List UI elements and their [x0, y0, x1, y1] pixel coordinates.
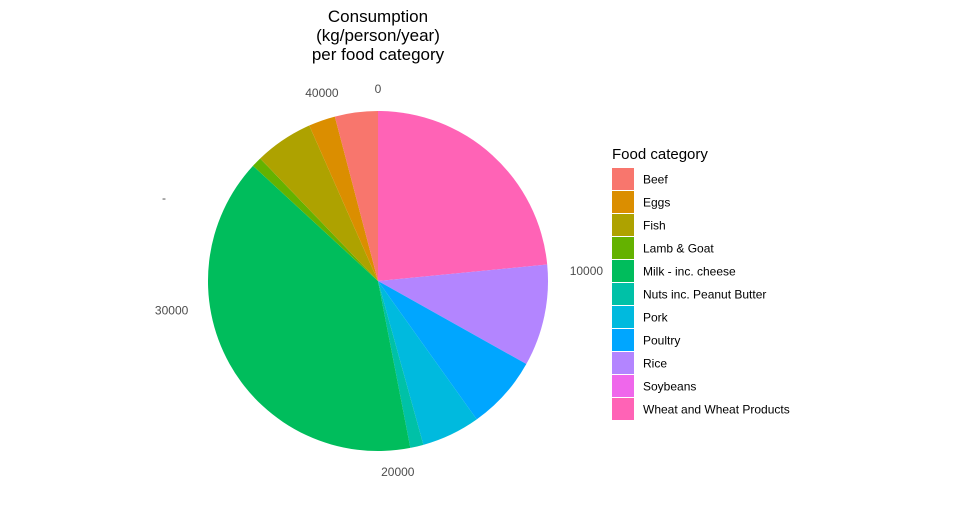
chart-title-line-3: per food category: [312, 45, 445, 64]
angular-tick-label: 40000: [305, 86, 339, 100]
angular-tick-label: 0: [375, 82, 382, 96]
legend-item: Wheat and Wheat Products: [612, 398, 790, 420]
legend-item: Milk - inc. cheese: [612, 260, 736, 282]
legend-swatch: [612, 237, 634, 259]
pie-slice-poultry: [378, 281, 527, 420]
pie-slice-milk-inc-cheese: [207, 165, 411, 452]
legend-item: Pork: [612, 306, 669, 328]
legend-item: Soybeans: [612, 375, 696, 397]
pie-slice-rice: [378, 264, 549, 365]
pie-slice-pork: [378, 281, 477, 445]
angular-tick-label: 10000: [570, 264, 604, 278]
legend-label: Soybeans: [643, 380, 696, 394]
pie-slice-lamb-goat: [252, 158, 378, 281]
chart-title: Consumption (kg/person/year) per food ca…: [312, 7, 445, 64]
legend-swatch: [612, 283, 634, 305]
pie-slice-eggs: [309, 116, 378, 281]
legend-swatch: [612, 168, 634, 190]
legend-swatch: [612, 352, 634, 374]
pie-slice-beef: [334, 111, 378, 281]
legend-swatch: [612, 191, 634, 213]
pie-slice-nuts-inc-peanut-butter: [378, 281, 424, 448]
legend: Food category Beef Eggs Fish Lamb & Goat Mil…: [612, 146, 790, 420]
chart-title-line-1: Consumption: [328, 7, 428, 26]
legend-label: Pork: [643, 311, 669, 325]
legend-label: Fish: [643, 219, 666, 233]
radial-axis-label: -: [162, 191, 166, 205]
legend-item: Poultry: [612, 329, 680, 351]
pie-slice-fish: [260, 125, 378, 282]
legend-label: Milk - inc. cheese: [643, 265, 736, 279]
legend-swatch: [612, 375, 634, 397]
legend-swatch: [612, 260, 634, 282]
legend-item: Lamb & Goat: [612, 237, 714, 259]
legend-item: Fish: [612, 214, 666, 236]
legend-item: Eggs: [612, 191, 670, 213]
pie-slice-wheat-and-wheat-products: [378, 111, 548, 281]
angular-tick-label: 20000: [381, 465, 415, 479]
legend-swatch: [612, 329, 634, 351]
legend-label: Rice: [643, 357, 667, 371]
legend-label: Wheat and Wheat Products: [643, 403, 790, 417]
legend-item: Rice: [612, 352, 667, 374]
legend-label: Beef: [643, 173, 668, 187]
legend-swatch: [612, 398, 634, 420]
legend-label: Nuts inc. Peanut Butter: [643, 288, 766, 302]
pie-slices: [207, 111, 549, 452]
legend-swatch: [612, 306, 634, 328]
legend-item: Beef: [612, 168, 668, 190]
legend-label: Poultry: [643, 334, 680, 348]
legend-title: Food category: [612, 146, 708, 163]
chart-title-line-2: (kg/person/year): [316, 26, 440, 45]
legend-items: Beef Eggs Fish Lamb & Goat Milk - inc. chees…: [612, 168, 790, 420]
angular-tick-label: 30000: [155, 304, 189, 318]
legend-label: Lamb & Goat: [643, 242, 714, 256]
legend-label: Eggs: [643, 196, 670, 210]
angular-tick-labels: 0 10000 20000 30000 40000: [155, 82, 603, 479]
legend-item: Nuts inc. Peanut Butter: [612, 283, 766, 305]
legend-swatch: [612, 214, 634, 236]
